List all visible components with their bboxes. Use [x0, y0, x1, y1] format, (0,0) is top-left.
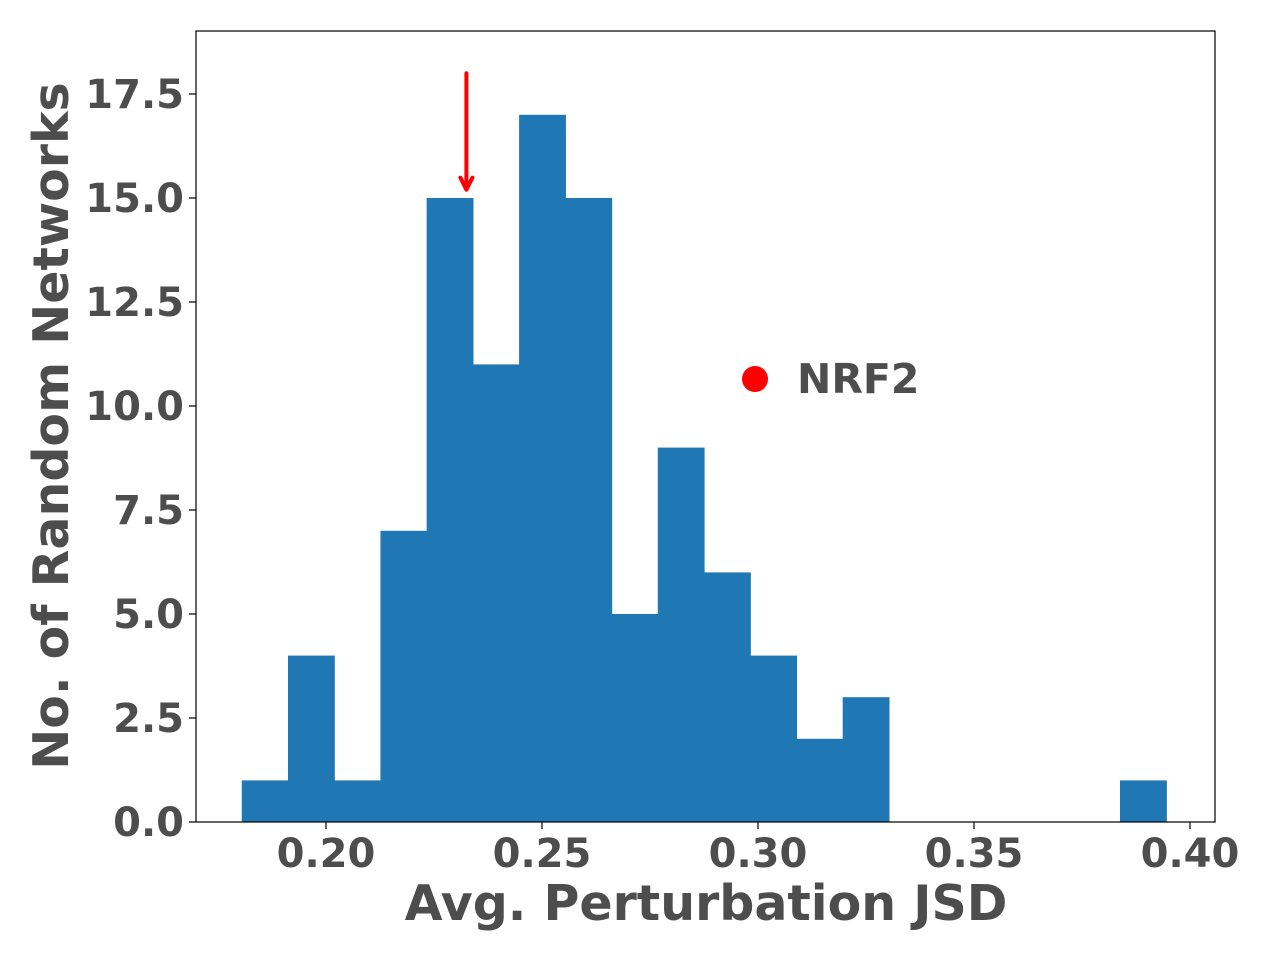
y-tick-label: 5.0 [113, 592, 184, 638]
y-axis-ticks: 0.0 2.5 5.0 7.5 10.0 12.5 15.0 17.5 [85, 72, 196, 846]
histogram-bar-9 [611, 614, 659, 822]
histogram-bar-1 [241, 780, 289, 822]
histogram-bar-10 [657, 447, 705, 822]
y-tick-label: 17.5 [85, 72, 184, 118]
histogram-bar-8 [565, 198, 613, 822]
histogram-bar-7 [519, 114, 566, 823]
histogram-bar-3 [334, 780, 382, 822]
y-tick-label: 7.5 [113, 488, 184, 534]
y-tick-label: 10.0 [85, 384, 184, 430]
x-tick-label: 0.35 [925, 831, 1024, 877]
y-tick-label: 12.5 [85, 280, 184, 326]
legend: NRF2 [742, 355, 919, 403]
plot-frame [195, 30, 1216, 823]
y-axis-label: No. of Random Networks [23, 82, 80, 769]
y-tick-label: 0.0 [113, 800, 184, 846]
x-tick-label: 0.30 [709, 831, 808, 877]
histogram-bars [241, 114, 1167, 823]
histogram-bar-11 [704, 572, 751, 822]
histogram-bar-20 [1120, 780, 1167, 822]
arrow-head [458, 175, 475, 192]
histogram-bar-6 [472, 364, 520, 822]
histogram-bar-13 [796, 738, 844, 822]
histogram-bar-2 [287, 655, 335, 822]
histogram-bar-12 [750, 655, 798, 822]
nrf2-legend-marker [742, 366, 768, 392]
x-tick-label: 0.25 [493, 831, 592, 877]
nrf2-legend-label: NRF2 [797, 355, 919, 403]
x-axis-label: Avg. Perturbation JSD [405, 875, 1008, 932]
x-axis-ticks: 0.20 0.25 0.30 0.35 0.40 [277, 822, 1240, 877]
x-tick-label: 0.20 [277, 831, 376, 877]
y-tick-label: 2.5 [113, 696, 184, 742]
histogram-bar-5 [426, 198, 474, 822]
histogram-bar-14 [842, 697, 890, 822]
x-tick-label: 0.40 [1141, 831, 1240, 877]
histogram-bar-4 [380, 530, 428, 822]
arrow-annotation [458, 71, 475, 192]
y-tick-label: 15.0 [85, 176, 184, 222]
